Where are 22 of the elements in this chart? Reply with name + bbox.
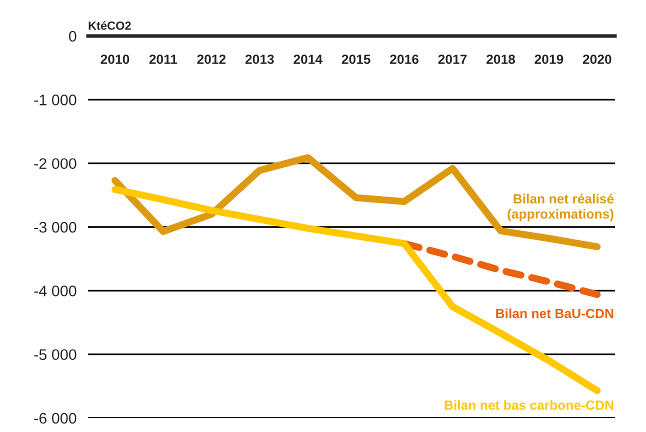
y-tick-label: -1 000 bbox=[34, 94, 76, 106]
y-tick-label: -2 000 bbox=[34, 158, 76, 170]
series-label: Bilan net bas carbone-CDN bbox=[444, 400, 614, 410]
y-axis-title: KtéCO2 bbox=[88, 21, 131, 30]
x-tick-label: 2017 bbox=[438, 54, 467, 64]
y-tick-label: -5 000 bbox=[34, 349, 76, 360]
x-tick-label: 2016 bbox=[390, 54, 418, 64]
x-tick-label: 2019 bbox=[534, 54, 564, 64]
y-tick-label: -6 000 bbox=[34, 412, 76, 424]
x-tick-label: 2015 bbox=[342, 54, 370, 64]
x-tick-label: 2018 bbox=[486, 54, 515, 64]
series-label: Bilan net réalisé (approximations) bbox=[508, 194, 614, 222]
y-tick-label: -3 000 bbox=[34, 222, 76, 233]
x-tick-label: 2012 bbox=[197, 54, 226, 64]
x-tick-label: 2010 bbox=[100, 54, 130, 64]
y-tick-label: 0 bbox=[68, 30, 76, 42]
x-tick-label: 2020 bbox=[582, 54, 612, 64]
x-tick-label: 2013 bbox=[245, 54, 274, 64]
x-tick-label: 2011 bbox=[149, 54, 178, 64]
series-label: Bilan net BaU-CDN bbox=[496, 308, 614, 318]
x-tick-label: 2014 bbox=[294, 54, 322, 64]
y-tick-label: -4 000 bbox=[34, 286, 76, 296]
